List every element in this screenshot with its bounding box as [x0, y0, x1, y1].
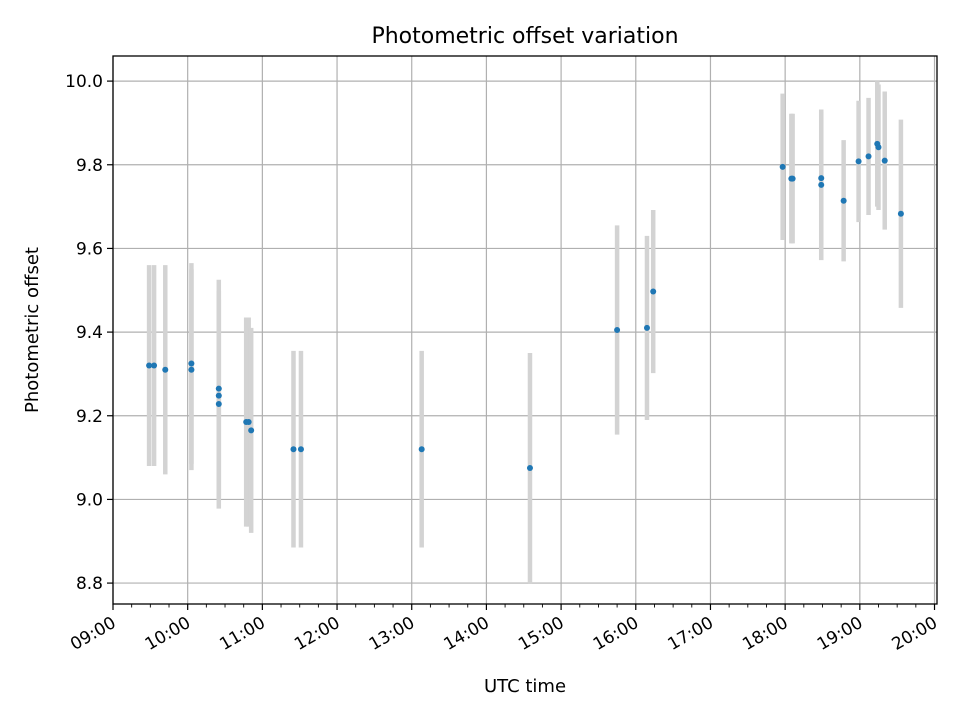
y-tick-label: 9.4	[76, 323, 103, 343]
data-point	[875, 144, 882, 151]
data-point	[146, 362, 153, 369]
data-point	[188, 360, 195, 367]
x-tick-label: 17:00	[665, 613, 717, 655]
data-point	[290, 446, 297, 453]
data-point	[215, 392, 222, 399]
data-point	[526, 465, 533, 472]
data-point	[779, 163, 786, 170]
y-tick-label: 8.8	[76, 574, 103, 594]
y-tick-label: 9.2	[76, 407, 103, 427]
data-point	[188, 366, 195, 373]
data-point	[215, 401, 222, 408]
data-point	[418, 446, 425, 453]
data-point	[865, 153, 872, 160]
x-tick-label: 20:00	[889, 613, 941, 655]
data-point	[650, 288, 657, 295]
x-tick-label: 13:00	[366, 613, 418, 655]
chart-title: Photometric offset variation	[371, 24, 678, 49]
data-point	[297, 446, 304, 453]
y-tick-label: 9.0	[76, 490, 103, 510]
y-tick-label: 9.8	[76, 156, 103, 176]
x-tick-label: 15:00	[515, 613, 567, 655]
x-tick-label: 09:00	[67, 613, 119, 655]
data-point	[245, 419, 252, 426]
y-tick-label: 10.0	[65, 72, 103, 92]
data-point	[881, 157, 888, 164]
data-point	[897, 210, 904, 217]
x-tick-label: 12:00	[291, 613, 343, 655]
data-point	[248, 427, 255, 434]
data-point	[614, 327, 621, 333]
data-point	[840, 197, 847, 204]
data-point	[151, 362, 158, 369]
data-point	[643, 324, 650, 331]
x-tick-label: 16:00	[590, 613, 642, 655]
data-points	[146, 140, 904, 472]
y-axis: 8.8 9.0 9.2 9.4 9.6 9.8 10.0	[65, 72, 113, 594]
x-axis-label: UTC time	[484, 676, 566, 697]
data-point	[789, 175, 796, 182]
x-tick-label: 18:00	[739, 613, 791, 655]
grid	[112, 56, 937, 604]
data-point	[855, 158, 862, 165]
x-tick-label: 14:00	[440, 613, 492, 655]
x-axis: 09:00 10:00 11:00 12:00 13:00 14:00 15:00 16:00…	[67, 604, 941, 655]
y-axis-label: Photometric offset	[22, 247, 43, 413]
data-point	[818, 181, 825, 188]
x-tick-label: 11:00	[216, 613, 268, 655]
data-point	[162, 366, 169, 373]
data-point	[818, 175, 825, 182]
y-tick-label: 9.6	[76, 239, 103, 259]
plot-frame	[112, 55, 938, 605]
x-tick-label: 10:00	[142, 613, 194, 655]
data-point	[215, 385, 222, 392]
x-tick-label: 19:00	[814, 613, 866, 655]
